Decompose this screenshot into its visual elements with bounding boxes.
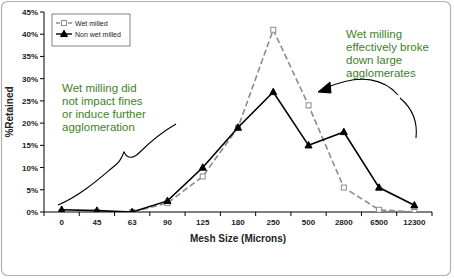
data-point <box>270 88 277 94</box>
x-tick <box>326 212 327 216</box>
legend-marker <box>61 30 68 36</box>
x-tick-label: 12300 <box>403 218 426 227</box>
data-point <box>376 184 383 190</box>
x-tick <box>220 212 221 216</box>
data-point <box>93 207 100 212</box>
y-tick <box>40 145 44 146</box>
x-tick-label: 2800 <box>335 218 353 227</box>
annotation-arrow <box>326 79 398 95</box>
annotation-text: agglomeration <box>62 121 135 133</box>
frame <box>2 2 451 276</box>
x-tick <box>114 212 115 216</box>
annotation-text: or induce further <box>62 108 146 120</box>
data-point <box>235 124 242 130</box>
plot-area <box>58 27 418 212</box>
annotation-text: not impact fines <box>62 95 143 107</box>
annotation-brace <box>58 124 176 205</box>
legend: Wet milled Non wet milled <box>52 14 130 46</box>
x-tick-label: 63 <box>128 218 137 227</box>
annotation-text: Wet milling did <box>62 82 137 94</box>
y-tick <box>40 189 44 190</box>
x-tick-label: 180 <box>231 218 245 227</box>
y-tick-label: 0% <box>26 208 38 217</box>
y-tick-label: 40% <box>22 30 38 39</box>
x-tick <box>396 212 397 216</box>
data-point <box>58 206 65 212</box>
y-tick <box>40 56 44 57</box>
x-tick <box>290 212 291 216</box>
x-tick <box>44 212 45 216</box>
x-tick-label: 500 <box>302 218 316 227</box>
x-axis-title: Mesh Size (Microns) <box>190 233 286 244</box>
data-point <box>129 208 136 212</box>
data-point <box>340 128 347 134</box>
data-point <box>199 164 206 170</box>
x-tick-label: 45 <box>92 218 101 227</box>
y-tick-label: 20% <box>22 119 38 128</box>
chart: 0% 5% 10% 15% 20% 25% 30% 35% 40% 45% 0 45 63 90 125 18… <box>0 0 454 279</box>
data-point <box>200 174 205 179</box>
data-point <box>341 185 346 190</box>
chart-container: 0% 5% 10% 15% 20% 25% 30% 35% 40% 45% 0 45 63 90 125 18… <box>0 0 454 279</box>
annotations: Wet milling didnot impact finesor induce… <box>58 28 429 205</box>
y-tick <box>40 212 44 213</box>
y-tick-label: 30% <box>22 75 38 84</box>
data-point <box>306 103 311 108</box>
x-tick <box>149 212 150 216</box>
y-tick <box>40 123 44 124</box>
x-tick <box>432 212 433 216</box>
y-tick <box>40 34 44 35</box>
annotation-text: agglomerates <box>346 67 416 79</box>
annotation-arrow <box>400 98 416 138</box>
y-axis <box>44 12 45 212</box>
x-tick <box>255 212 256 216</box>
y-tick <box>40 100 44 101</box>
data-point <box>271 27 276 32</box>
data-point <box>411 202 418 208</box>
x-tick-label: 0 <box>59 218 64 227</box>
legend-label: Non wet milled <box>75 31 121 38</box>
x-tick-label: 125 <box>196 218 210 227</box>
x-tick-label: 6500 <box>370 218 388 227</box>
x-tick <box>185 212 186 216</box>
annotation-text: effectively broke <box>346 41 429 53</box>
y-tick-label: 25% <box>22 97 38 106</box>
y-tick <box>40 78 44 79</box>
y-tick-label: 35% <box>22 52 38 61</box>
annotation-text: Wet milling <box>346 28 402 40</box>
y-tick-label: 5% <box>26 186 38 195</box>
y-tick <box>40 167 44 168</box>
data-point <box>164 197 171 203</box>
x-tick <box>79 212 80 216</box>
data-point <box>305 142 312 148</box>
y-tick-label: 15% <box>22 141 38 150</box>
legend-label: Wet milled <box>75 20 108 27</box>
series-line <box>62 30 415 212</box>
annotation-text: down large <box>346 54 402 66</box>
legend-marker <box>62 21 67 26</box>
y-tick-label: 45% <box>22 8 38 17</box>
annotation-arrowhead <box>318 82 331 93</box>
y-tick <box>40 12 44 13</box>
y-tick-label: 10% <box>22 164 38 173</box>
x-tick-label: 250 <box>267 218 281 227</box>
x-tick-label: 90 <box>163 218 172 227</box>
series-line <box>62 92 415 212</box>
legend-box <box>52 14 130 46</box>
x-tick <box>361 212 362 216</box>
y-axis-title: %Retained <box>4 86 15 137</box>
data-point <box>412 210 417 213</box>
data-point <box>377 207 382 212</box>
